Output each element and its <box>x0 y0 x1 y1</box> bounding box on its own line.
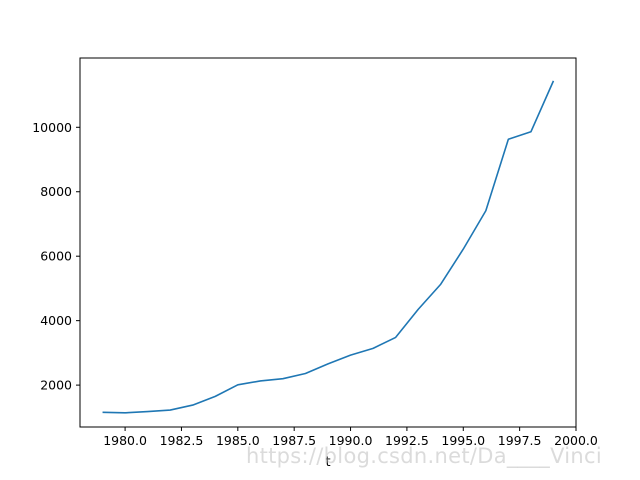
y-tick-label: 8000 <box>40 184 72 199</box>
y-tick-label: 4000 <box>40 313 72 328</box>
y-tick-label: 10000 <box>32 120 72 135</box>
x-axis-ticks: 1980.0 1982.5 1985.0 1987.5 1990.0 1992.5 1995… <box>103 427 598 448</box>
x-tick-label: 1980.0 <box>103 433 147 448</box>
x-tick-label: 2000.0 <box>554 433 598 448</box>
x-tick-label: 1992.5 <box>385 433 429 448</box>
x-tick-label: 1997.5 <box>498 433 542 448</box>
x-tick-label: 1987.5 <box>272 433 316 448</box>
x-axis-label: t <box>325 455 330 470</box>
y-tick-label: 6000 <box>40 249 72 264</box>
x-tick-label: 1985.0 <box>216 433 260 448</box>
x-tick-label: 1995.0 <box>441 433 485 448</box>
plot-area <box>102 80 555 414</box>
axes-frame <box>79 57 577 428</box>
series-line <box>102 80 555 414</box>
x-tick-label: 1990.0 <box>329 433 373 448</box>
watermark-text: https://blog.csdn.net/Da____Vinci <box>246 444 602 468</box>
y-tick-label: 2000 <box>40 378 72 393</box>
y-axis-ticks: 2000 4000 6000 8000 10000 <box>32 120 80 393</box>
x-tick-label: 1982.5 <box>160 433 204 448</box>
